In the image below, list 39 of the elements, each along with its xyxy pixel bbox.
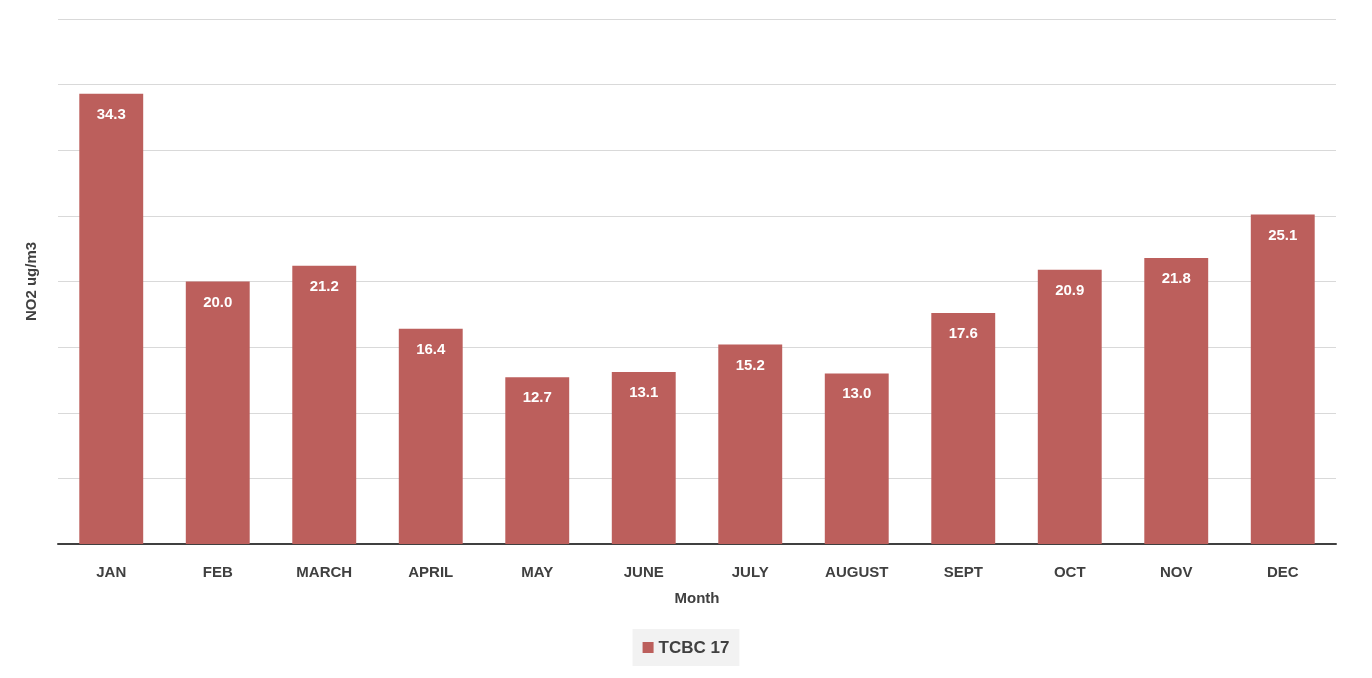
x-tick-label: FEB: [202, 563, 233, 580]
data-label: 21.8: [1161, 268, 1191, 286]
bar: [1144, 257, 1209, 544]
data-label: 20.0: [203, 292, 233, 310]
bar: [292, 265, 357, 544]
x-axis-title: Month: [674, 589, 720, 606]
x-tick-label: JUNE: [623, 563, 664, 580]
bar: [185, 281, 250, 544]
bar: [505, 377, 570, 544]
data-label: 13.0: [842, 384, 872, 402]
data-label: 12.7: [522, 388, 552, 406]
bar: [611, 372, 676, 544]
x-tick-label: APRIL: [408, 563, 454, 580]
bar: [718, 344, 783, 544]
x-tick-label: MAY: [521, 563, 554, 580]
data-label: 13.1: [629, 383, 659, 401]
bar: [1037, 269, 1102, 544]
data-label: 15.2: [735, 355, 765, 373]
data-label: 21.2: [309, 276, 339, 294]
data-label: 34.3: [96, 104, 126, 122]
x-tick-label: SEPT: [943, 563, 983, 580]
x-tick-label: NOV: [1159, 563, 1193, 580]
bar: [824, 373, 889, 544]
x-tick-label: AUGUST: [825, 563, 889, 580]
x-tick-label: JAN: [96, 563, 127, 580]
data-label: 17.6: [948, 324, 978, 341]
y-axis-title: NO2 ug/m3: [22, 241, 39, 322]
bar: [931, 313, 996, 544]
data-label: 25.1: [1268, 225, 1298, 243]
bar: [79, 93, 144, 544]
x-tick-label: JULY: [731, 563, 769, 580]
data-label: 16.4: [416, 339, 446, 357]
data-label: 20.9: [1055, 280, 1085, 298]
bar: [398, 328, 463, 544]
bar: [1250, 214, 1315, 544]
x-tick-label: DEC: [1266, 563, 1299, 580]
x-tick-label: MARCH: [296, 563, 353, 580]
legend-label: TCBC 17: [658, 638, 730, 657]
x-tick-label: OCT: [1053, 563, 1086, 580]
